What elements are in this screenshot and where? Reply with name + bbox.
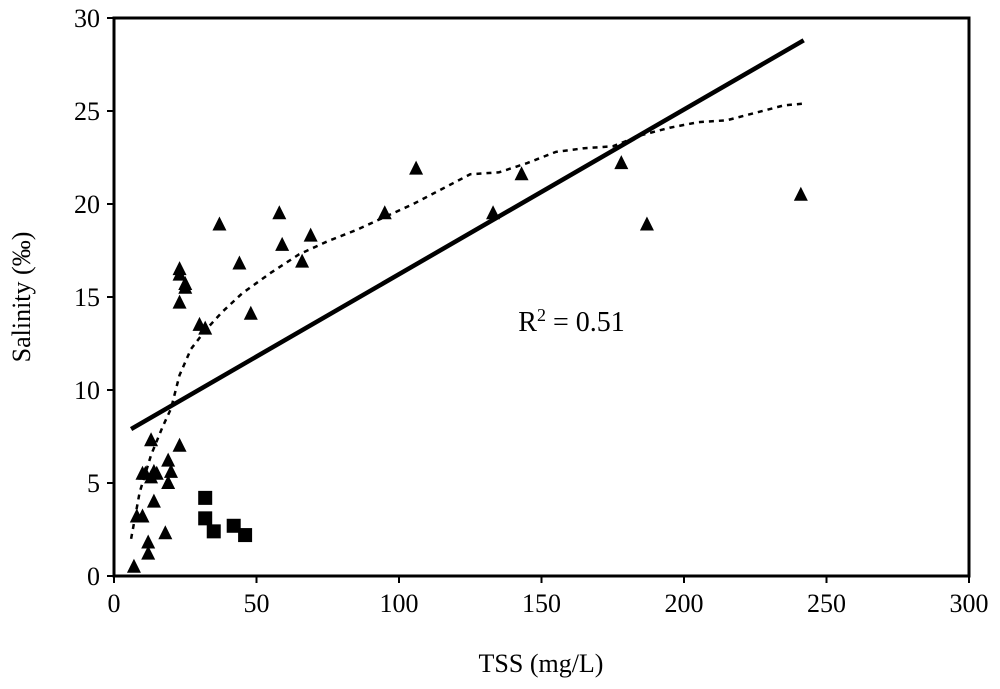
triangle-point: [172, 437, 187, 452]
triangle-point: [178, 279, 193, 294]
triangle-point: [793, 186, 808, 201]
x-tick-label: 250: [807, 589, 846, 618]
triangle-point: [409, 160, 424, 175]
r2-superscript: 2: [537, 305, 546, 325]
triangle-point: [514, 166, 529, 181]
y-axis-ticks: 0 5 10 15 20 25 30: [74, 4, 114, 591]
triangle-point: [164, 463, 178, 478]
triangle-point: [126, 558, 141, 573]
linear-fit-line: [129, 38, 805, 432]
data-markers: [126, 155, 808, 573]
square-point: [226, 518, 241, 533]
y-tick-label: 5: [87, 469, 100, 498]
triangle-point: [149, 465, 164, 480]
r-squared-annotation: R2 = 0.51: [518, 305, 624, 338]
triangle-point: [303, 227, 318, 242]
square-point: [198, 490, 213, 505]
triangle-point: [275, 236, 290, 251]
triangle-point: [161, 475, 176, 489]
triangle-point: [639, 216, 654, 231]
y-tick-label: 30: [74, 4, 100, 33]
triangle-point: [172, 261, 187, 276]
x-tick-label: 100: [380, 589, 419, 618]
square-point: [238, 528, 253, 543]
y-axis-title: Salinity (‰): [7, 232, 36, 363]
triangle-point: [144, 432, 159, 447]
triangle-point: [377, 205, 392, 220]
x-tick-label: 50: [244, 589, 270, 618]
moving-average-line: [129, 102, 804, 540]
triangle-point: [486, 205, 501, 220]
triangle-point: [172, 294, 187, 309]
x-tick-label: 200: [665, 589, 704, 618]
x-axis-ticks: 0 50 100 150 200 250 300: [108, 576, 989, 618]
triangle-point: [158, 525, 173, 540]
y-tick-label: 10: [74, 376, 100, 405]
triangle-point: [272, 205, 287, 220]
r2-label: R: [518, 307, 537, 338]
x-tick-label: 0: [108, 589, 121, 618]
square-point: [198, 511, 213, 526]
triangle-point: [141, 545, 156, 560]
triangle-point: [161, 452, 176, 467]
y-tick-label: 20: [74, 190, 100, 219]
square-point: [206, 524, 221, 539]
r2-value: = 0.51: [546, 307, 625, 338]
x-axis-title: TSS (mg/L): [479, 649, 604, 678]
plot-area: [112, 16, 971, 578]
triangle-point: [232, 255, 247, 270]
triangle-point: [198, 320, 213, 335]
x-tick-label: 150: [522, 589, 561, 618]
triangle-point: [141, 534, 156, 549]
y-tick-label: 15: [74, 283, 100, 312]
triangle-point: [135, 508, 150, 523]
y-tick-label: 0: [87, 562, 100, 591]
triangle-point: [243, 305, 258, 320]
x-tick-label: 300: [950, 589, 989, 618]
triangle-point: [212, 216, 227, 231]
trend-lines: [129, 38, 805, 540]
triangle-point: [146, 493, 161, 508]
triangle-point: [614, 155, 629, 170]
triangle-point: [295, 253, 310, 268]
y-tick-label: 25: [74, 97, 100, 126]
